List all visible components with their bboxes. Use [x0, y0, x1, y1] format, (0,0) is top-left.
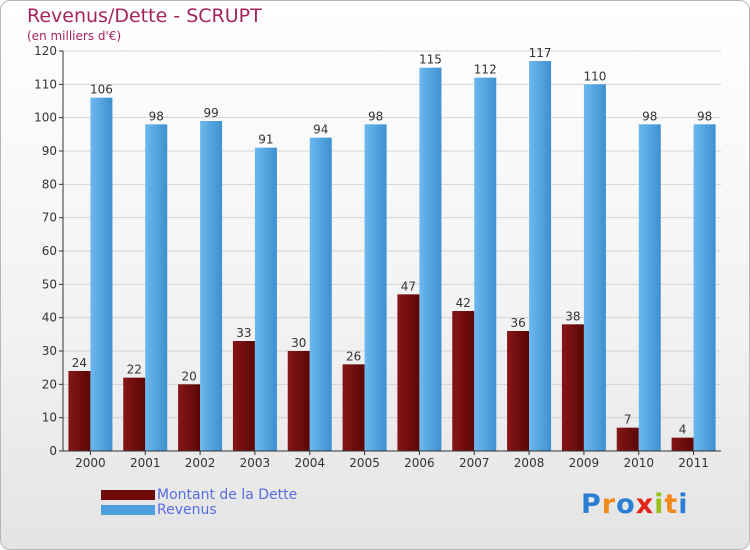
- data-label: 36: [510, 316, 525, 330]
- y-tick-label: 100: [34, 111, 57, 125]
- axes: [59, 50, 721, 455]
- y-tick-label: 60: [42, 244, 57, 258]
- x-tick-label: 2011: [678, 456, 709, 470]
- data-label: 33: [236, 326, 251, 340]
- x-tick-label: 2007: [459, 456, 490, 470]
- logo-letter: r: [601, 489, 617, 520]
- logo-letter: P: [581, 489, 602, 520]
- data-label: 42: [456, 296, 471, 310]
- legend: Montant de la Dette Revenus: [101, 486, 298, 518]
- data-label: 38: [565, 309, 580, 323]
- labels: 0 10 20 30 40 50 60 70 80 90 100 110 120 24 106 2000 22 9…: [34, 44, 712, 470]
- bar-dette: [342, 364, 365, 451]
- y-tick-label: 30: [42, 344, 57, 358]
- data-label: 117: [529, 46, 552, 60]
- logo-letter: i: [678, 489, 689, 520]
- bar-dette: [452, 311, 475, 451]
- data-label: 24: [72, 356, 87, 370]
- bar-dette: [507, 331, 530, 451]
- bar-revenus: [364, 124, 387, 451]
- data-label: 30: [291, 336, 306, 350]
- logo-letter: o: [616, 489, 636, 520]
- y-tick-label: 40: [42, 311, 57, 325]
- legend-label-revenus: Revenus: [157, 501, 217, 518]
- y-tick-label: 20: [42, 377, 57, 391]
- y-tick-label: 0: [49, 444, 57, 458]
- bar-revenus: [145, 124, 168, 451]
- y-tick-label: 110: [34, 77, 57, 91]
- bar-dette: [232, 341, 255, 451]
- x-tick-label: 2010: [623, 456, 654, 470]
- chart-subtitle: (en milliers d'€): [27, 29, 122, 43]
- data-label: 98: [368, 109, 383, 123]
- legend-swatch-revenus: [101, 504, 155, 515]
- logo-letter: i: [654, 489, 665, 520]
- data-label: 98: [149, 109, 164, 123]
- logo-letter: x: [635, 489, 655, 520]
- bar-dette: [287, 351, 310, 451]
- data-label: 110: [583, 69, 606, 83]
- bar-revenus: [474, 77, 497, 452]
- bar-revenus: [638, 124, 661, 451]
- legend-item-revenus: Revenus: [101, 501, 297, 518]
- x-tick-label: 2000: [75, 456, 106, 470]
- legend-swatch-dette: [101, 489, 155, 500]
- data-label: 22: [127, 363, 142, 377]
- data-label: 26: [346, 349, 361, 363]
- bar-dette: [561, 324, 584, 451]
- bars: [68, 61, 716, 452]
- bar-dette: [68, 371, 91, 451]
- data-label: 47: [401, 279, 416, 293]
- data-label: 7: [624, 413, 632, 427]
- x-tick-label: 2009: [569, 456, 600, 470]
- bar-revenus: [200, 121, 223, 451]
- chart-title: Revenus/Dette - SCRUPT: [27, 5, 262, 27]
- bar-dette: [397, 294, 420, 451]
- bar-revenus: [90, 97, 113, 452]
- data-label: 4: [679, 423, 687, 437]
- bar-dette: [671, 437, 694, 451]
- data-label: 20: [181, 369, 196, 383]
- bar-dette: [616, 427, 639, 451]
- x-tick-label: 2006: [404, 456, 435, 470]
- bar-revenus: [693, 124, 716, 451]
- data-label: 106: [90, 83, 113, 97]
- x-tick-label: 2001: [130, 456, 161, 470]
- data-label: 98: [642, 109, 657, 123]
- x-tick-label: 2004: [294, 456, 325, 470]
- data-label: 99: [203, 106, 218, 120]
- bar-revenus: [254, 147, 277, 451]
- logo-letter: t: [664, 489, 679, 520]
- y-tick-label: 50: [42, 277, 57, 291]
- proxiti-logo: Proxiti: [581, 489, 689, 520]
- data-label: 112: [474, 63, 497, 77]
- data-label: 98: [697, 109, 712, 123]
- y-tick-label: 80: [42, 177, 57, 191]
- bar-revenus: [309, 137, 332, 451]
- data-label: 91: [258, 133, 273, 147]
- y-tick-label: 70: [42, 211, 57, 225]
- legend-item-dette: Montant de la Dette: [101, 486, 298, 503]
- y-tick-label: 10: [42, 411, 57, 425]
- bar-revenus: [419, 67, 442, 452]
- grid-lines: [63, 50, 721, 452]
- bar-dette: [178, 384, 201, 451]
- data-label: 94: [313, 123, 328, 137]
- y-tick-label: 120: [34, 44, 57, 58]
- y-tick-label: 90: [42, 144, 57, 158]
- bar-revenus: [529, 61, 552, 451]
- bar-dette: [123, 377, 146, 451]
- x-tick-label: 2008: [514, 456, 545, 470]
- x-tick-label: 2002: [185, 456, 216, 470]
- data-label: 115: [419, 53, 442, 67]
- bar-revenus: [583, 84, 606, 451]
- legend-label-dette: Montant de la Dette: [157, 486, 298, 503]
- x-tick-label: 2003: [240, 456, 271, 470]
- x-tick-label: 2005: [349, 456, 380, 470]
